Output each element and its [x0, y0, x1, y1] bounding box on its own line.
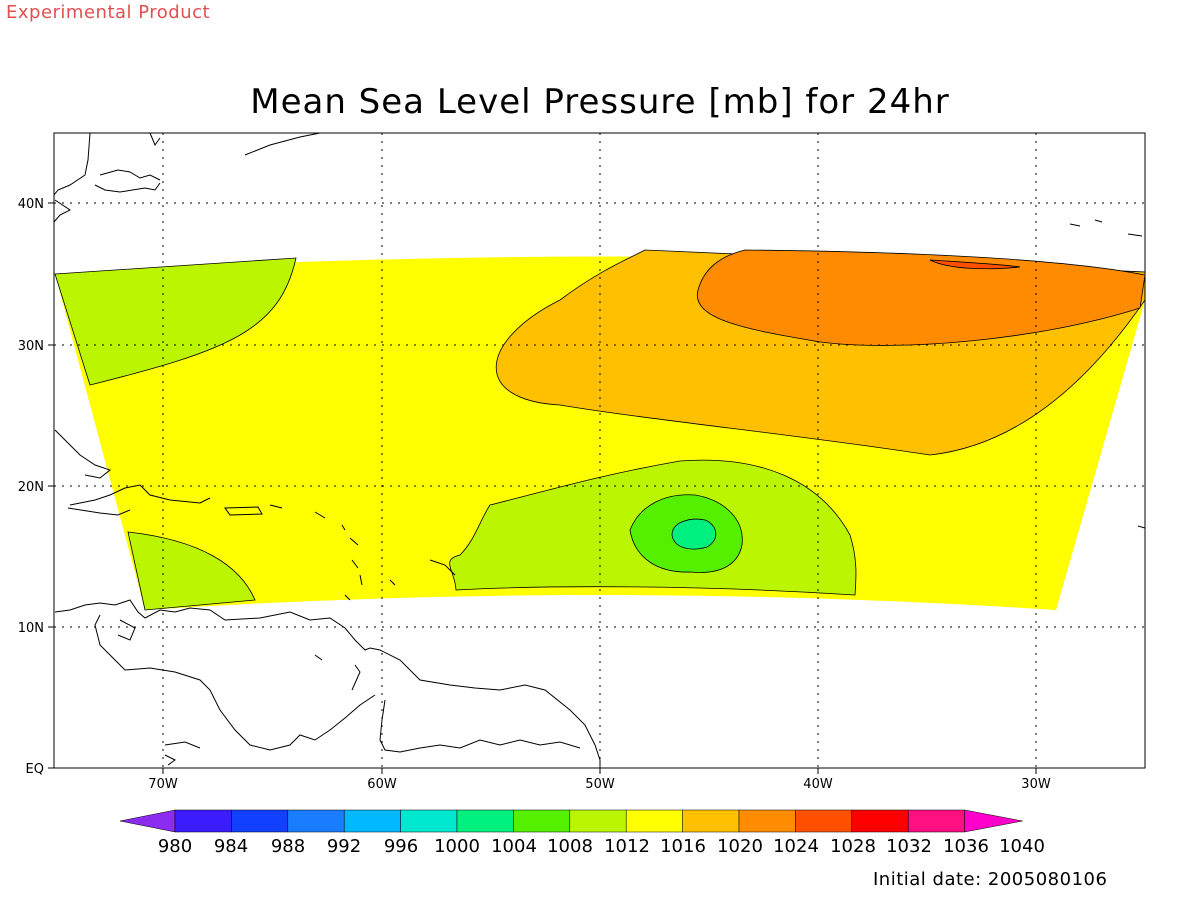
colorbar-arrow-high [964, 809, 1023, 833]
colorbar-swatch [513, 809, 571, 833]
lat-label: 40N [18, 197, 44, 212]
colorbar-label: 1032 [886, 836, 932, 857]
colorbar-swatch [174, 809, 232, 833]
lon-label: 30W [1021, 777, 1051, 792]
colorbar-label: 988 [271, 836, 305, 857]
lon-label: 60W [367, 777, 397, 792]
lat-label: 30N [18, 339, 44, 354]
colorbar-swatch [738, 809, 796, 833]
region-1024 [696, 249, 1145, 346]
tick-marks [48, 202, 1037, 774]
colorbar-swatch [569, 809, 627, 833]
lon-label: 50W [585, 777, 615, 792]
colorbar-label: 1036 [943, 836, 989, 857]
region-1012-southwest [127, 531, 256, 611]
colorbar-label: 1024 [773, 836, 819, 857]
initial-date: Initial date: 2005080106 [873, 869, 1108, 890]
lon-label: 40W [803, 777, 833, 792]
colorbar-swatch [907, 809, 965, 833]
colorbar-label: 1040 [999, 836, 1045, 857]
region-1028 [929, 259, 1021, 270]
colorbar-swatch [625, 809, 683, 833]
colorbar-swatch [287, 809, 345, 833]
colorbar-label: 984 [214, 836, 248, 857]
colorbar-label: 1016 [660, 836, 706, 857]
colorbar-swatch [400, 809, 458, 833]
colorbar-label: 1008 [547, 836, 593, 857]
colorbar: 980 984 988 992 996 1000 1004 1008 1012 … [119, 809, 1045, 857]
colorbar-swatch [851, 809, 909, 833]
coastlines [53, 132, 1146, 768]
colorbar-label: 1020 [717, 836, 763, 857]
colorbar-swatch [795, 809, 853, 833]
map-title: Mean Sea Level Pressure [mb] for 24hr [250, 82, 950, 122]
colorbar-label: 1004 [491, 836, 537, 857]
graticule [54, 133, 1145, 768]
colorbar-swatch [682, 809, 740, 833]
colorbar-swatches [119, 809, 1023, 833]
colorbar-label: 992 [327, 836, 361, 857]
lat-label: 10N [18, 621, 44, 636]
colorbar-swatch [456, 809, 514, 833]
colorbar-label: 1000 [434, 836, 480, 857]
colorbar-label: 996 [384, 836, 418, 857]
colorbar-label: 980 [158, 836, 192, 857]
colorbar-swatch [231, 809, 289, 833]
colorbar-swatch [343, 809, 401, 833]
lon-label: 70W [148, 777, 178, 792]
region-1004-low [671, 518, 717, 550]
colorbar-arrow-low [119, 809, 176, 833]
experimental-product-label: Experimental Product [6, 2, 211, 23]
region-1012-west [54, 257, 297, 386]
colorbar-labels: 980 984 988 992 996 1000 1004 1008 1012 … [158, 836, 1045, 857]
lat-label: EQ [26, 762, 44, 777]
colorbar-label: 1012 [604, 836, 650, 857]
colorbar-label: 1028 [830, 836, 876, 857]
lat-label: 20N [18, 480, 44, 495]
axis-labels: 40N 30N 20N 10N EQ 70W 60W 50W 40W 30W [18, 197, 1051, 792]
